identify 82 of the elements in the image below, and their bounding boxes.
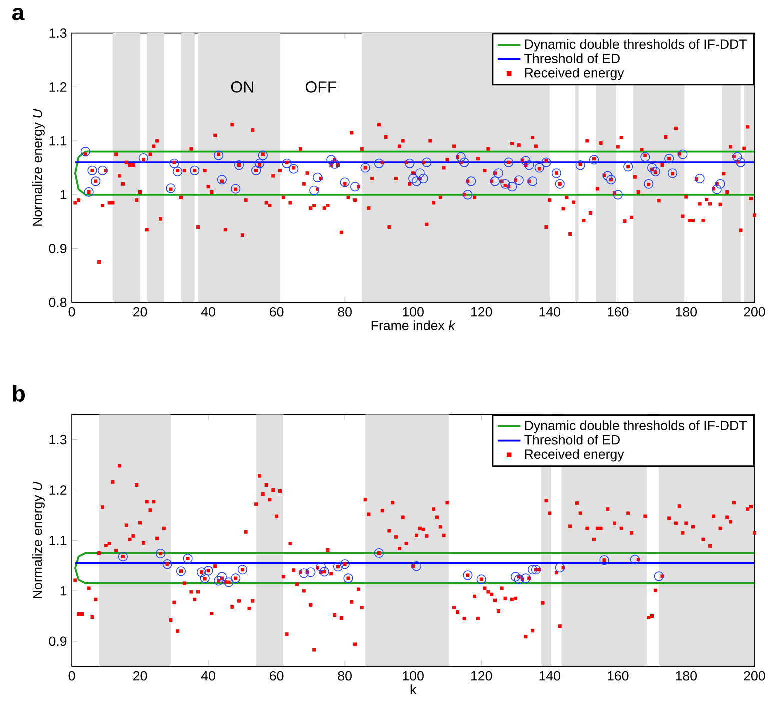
point: [118, 552, 128, 562]
x-tick-label: 120: [472, 307, 492, 317]
x-tick-label: 120: [472, 671, 492, 681]
point: [555, 563, 565, 573]
y-tick-label: 1.3: [50, 28, 67, 38]
point: [162, 560, 172, 570]
point: [176, 566, 186, 576]
point: [196, 568, 207, 578]
y-tick-label: 1.2: [50, 486, 67, 495]
point: [510, 572, 521, 582]
legend-label: Threshold of ED: [524, 434, 620, 445]
point: [630, 555, 640, 565]
point: [183, 554, 193, 564]
x-tick-label: 200: [744, 307, 766, 317]
point: [204, 566, 214, 576]
y-tick-label: 1.3: [50, 435, 67, 445]
line-series: [74, 552, 755, 584]
x-tick-label: 180: [676, 307, 698, 317]
point: [231, 574, 241, 584]
x-tick-label: 40: [201, 671, 216, 681]
point: [374, 548, 384, 558]
line-series: [74, 150, 755, 196]
y-axis-title: Normalize energy U: [32, 482, 45, 599]
point: [224, 578, 234, 588]
x-tick-label: 180: [676, 671, 698, 681]
point: [600, 556, 610, 566]
chart-title: a: [12, 8, 25, 21]
x-tick-label: 200: [744, 671, 766, 681]
annotation: OFF: [306, 82, 337, 93]
x-tick-label: 140: [540, 307, 560, 317]
point: [528, 565, 538, 575]
point: [200, 574, 210, 584]
x-tick-label: 140: [540, 671, 560, 681]
legend-label: Threshold of ED: [524, 54, 620, 64]
point: [320, 567, 330, 577]
x-tick-label: 0: [68, 307, 76, 317]
x-tick-label: 100: [403, 671, 424, 681]
x-tick-label: 20: [134, 671, 148, 681]
legend-label: Dynamic double thresholds of IF-DDT: [525, 420, 747, 434]
point: [514, 574, 524, 584]
annotation: ON: [231, 82, 254, 93]
point: [412, 562, 422, 572]
y-tick-label: 1.2: [50, 82, 67, 92]
y-tick-label: 1.1: [50, 136, 67, 146]
chart-title: b: [13, 385, 25, 402]
point: [463, 570, 473, 580]
legend-label: Received energy: [525, 68, 624, 80]
point: [238, 565, 248, 575]
y-tick-label: 1: [60, 190, 67, 200]
x-axis-title: k: [410, 684, 417, 694]
x-tick-label: 60: [270, 671, 284, 681]
x-tick-label: 100: [403, 307, 424, 317]
point: [214, 576, 224, 586]
y-tick-label: 1: [60, 586, 67, 596]
x-tick-label: 80: [338, 307, 352, 317]
y-tick-label: 1.1: [50, 536, 67, 546]
x-tick-label: 80: [338, 671, 352, 681]
point: [217, 572, 227, 582]
point: [476, 574, 486, 584]
point: [316, 562, 326, 572]
point: [299, 568, 309, 578]
point: [333, 562, 344, 572]
legend-label: Received energy: [525, 449, 624, 462]
x-tick-label: 60: [270, 307, 284, 317]
point: [521, 574, 531, 584]
point: [306, 568, 316, 578]
legend-label: Dynamic double thresholds of IF-DDT: [525, 39, 747, 52]
point: [344, 574, 354, 584]
y-tick-label: 0.9: [49, 244, 67, 254]
x-tick-label: 160: [608, 671, 629, 681]
x-tick-label: 160: [608, 307, 629, 317]
x-tick-label: 0: [68, 671, 76, 681]
y-tick-label: 0.9: [49, 636, 67, 646]
x-tick-label: 40: [201, 307, 216, 317]
point: [654, 572, 664, 582]
y-tick-label: 0.8: [49, 298, 67, 308]
point: [156, 548, 166, 559]
y-axis-title: Normalize energy U: [32, 109, 45, 226]
point: [340, 560, 350, 570]
x-tick-label: 20: [134, 307, 148, 317]
point: [531, 565, 542, 575]
x-axis-title: Frame index k: [372, 320, 456, 330]
